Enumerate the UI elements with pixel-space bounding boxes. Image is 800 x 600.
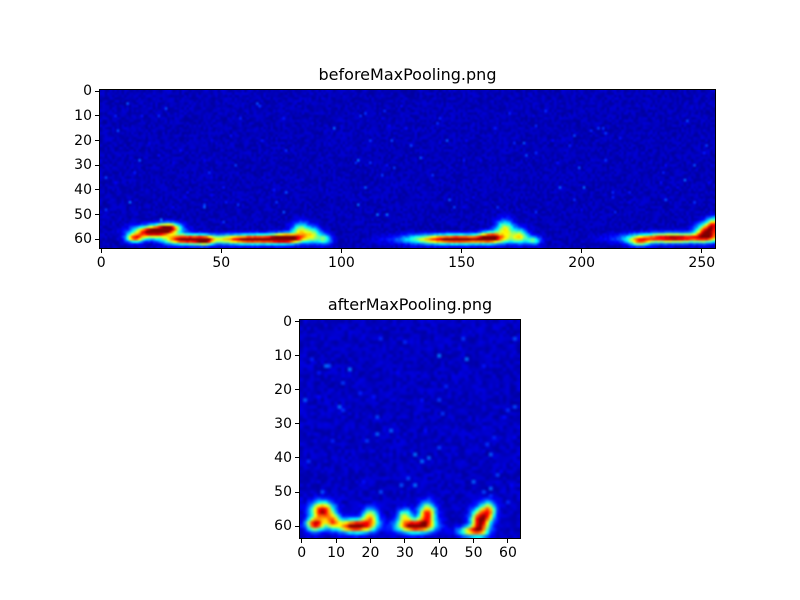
y-tick-mark [295,491,299,493]
y-tick-mark [295,457,299,459]
before-maxpooling-heatmap [99,89,716,249]
y-tick-label: 10 [74,107,92,124]
x-tick-label: 250 [688,255,716,271]
x-tick-mark [507,539,509,543]
y-tick-mark [95,140,99,142]
x-tick-label: 150 [448,255,475,271]
y-tick-mark [95,238,99,240]
y-tick-label: 0 [283,313,292,330]
x-tick-label: 30 [395,545,414,561]
y-tick-mark [295,389,299,391]
y-tick-label: 10 [274,347,292,364]
x-tick-label: 100 [328,255,355,271]
plot-title-before: beforeMaxPooling.png [318,65,497,84]
x-tick-label: 0 [96,255,106,271]
after-maxpooling-plot: afterMaxPooling.png 0 10 20 30 40 50 60 0 10 20 30… [274,296,521,560]
y-tick-label: 60 [74,231,92,248]
y-tick-mark [95,90,99,92]
y-tick-label: 0 [83,83,92,100]
x-tick-mark [438,539,440,543]
x-tick-mark [301,539,303,543]
after-maxpooling-heatmap [299,319,521,539]
y-tick-mark [95,115,99,117]
y-tick-mark [295,355,299,357]
y-tick-label: 50 [74,206,92,223]
y-tick-mark [95,189,99,191]
x-tick-mark [369,539,371,543]
x-tick-label: 200 [568,255,596,271]
x-tick-label: 50 [464,545,483,561]
x-tick-mark [335,539,337,543]
y-tick-label: 20 [274,381,292,398]
x-tick-mark [220,249,222,253]
x-tick-mark [100,249,102,253]
x-tick-label: 40 [430,545,449,561]
before-maxpooling-plot: beforeMaxPooling.png 0 50 100 150 200 250 0 10 2… [74,66,716,270]
y-tick-label: 30 [74,157,92,174]
y-tick-mark [95,214,99,216]
x-tick-mark [473,539,475,543]
x-tick-label: 60 [499,545,517,561]
x-tick-mark [701,249,703,253]
x-tick-label: 50 [212,255,231,271]
y-tick-mark [95,164,99,166]
y-tick-mark [295,321,299,323]
x-tick-mark [461,249,463,253]
y-tick-label: 40 [274,449,292,466]
y-tick-label: 30 [274,415,292,432]
y-tick-mark [295,423,299,425]
y-tick-mark [295,525,299,527]
y-tick-label: 50 [274,484,292,501]
x-tick-mark [404,539,406,543]
x-tick-label: 10 [327,545,346,561]
plot-title-after: afterMaxPooling.png [327,295,493,314]
x-tick-mark [581,249,583,253]
y-tick-label: 20 [74,132,92,149]
x-tick-label: 0 [297,545,307,561]
y-tick-label: 40 [74,181,92,198]
x-tick-mark [340,249,342,253]
y-tick-label: 60 [274,518,292,535]
x-tick-label: 20 [361,545,380,561]
